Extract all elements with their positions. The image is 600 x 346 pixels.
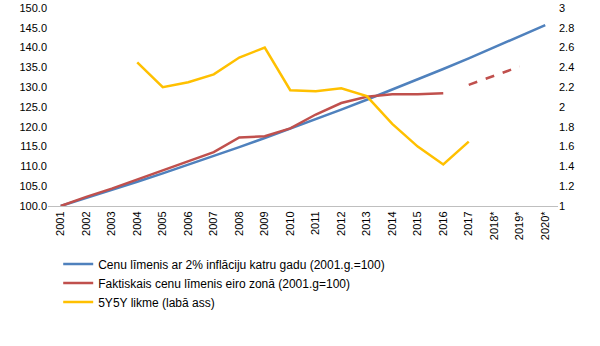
svg-text:2016: 2016	[437, 211, 449, 235]
svg-text:Cenu līmenis ar 2% inflāciju k: Cenu līmenis ar 2% inflāciju katru gadu …	[98, 258, 385, 272]
svg-text:3: 3	[559, 2, 565, 14]
svg-text:2009: 2009	[258, 211, 270, 235]
svg-text:2008: 2008	[233, 211, 245, 235]
svg-text:2001: 2001	[54, 211, 66, 235]
svg-text:1.2: 1.2	[559, 180, 574, 192]
svg-text:Faktiskais cenu līmenis eiro z: Faktiskais cenu līmenis eiro zonā (2001.…	[98, 277, 350, 291]
svg-text:2017: 2017	[462, 211, 474, 235]
svg-text:5Y5Y likme (labā ass): 5Y5Y likme (labā ass)	[98, 296, 215, 310]
svg-text:2.6: 2.6	[559, 41, 574, 53]
svg-text:2006: 2006	[182, 211, 194, 235]
svg-text:2011: 2011	[309, 211, 321, 235]
svg-text:2002: 2002	[80, 211, 92, 235]
svg-text:1.4: 1.4	[559, 160, 574, 172]
svg-text:1: 1	[559, 200, 565, 212]
svg-text:2005: 2005	[156, 211, 168, 235]
svg-text:2010: 2010	[284, 211, 296, 235]
svg-text:2015: 2015	[411, 211, 423, 235]
svg-text:1.8: 1.8	[559, 121, 574, 133]
svg-text:145.0: 145.0	[19, 22, 47, 34]
svg-text:2.4: 2.4	[559, 61, 574, 73]
svg-text:100.0: 100.0	[19, 200, 47, 212]
svg-text:105.0: 105.0	[19, 180, 47, 192]
svg-text:2.2: 2.2	[559, 81, 574, 93]
svg-text:2007: 2007	[207, 211, 219, 235]
svg-text:2004: 2004	[131, 211, 143, 235]
svg-text:150.0: 150.0	[19, 2, 47, 14]
svg-text:120.0: 120.0	[19, 121, 47, 133]
svg-text:2012: 2012	[335, 211, 347, 235]
svg-text:2.8: 2.8	[559, 22, 574, 34]
svg-text:2020*: 2020*	[539, 211, 551, 240]
svg-text:2014: 2014	[386, 211, 398, 235]
svg-text:2: 2	[559, 101, 565, 113]
svg-text:2019*: 2019*	[513, 211, 525, 240]
svg-text:130.0: 130.0	[19, 81, 47, 93]
svg-text:2013: 2013	[360, 211, 372, 235]
svg-text:110.0: 110.0	[20, 160, 47, 172]
svg-text:1.6: 1.6	[559, 140, 574, 152]
svg-text:2018*: 2018*	[488, 211, 500, 240]
svg-text:125.0: 125.0	[19, 101, 47, 113]
svg-text:140.0: 140.0	[19, 41, 47, 53]
svg-text:115.0: 115.0	[20, 140, 47, 152]
svg-text:135.0: 135.0	[19, 61, 47, 73]
svg-text:2003: 2003	[105, 211, 117, 235]
